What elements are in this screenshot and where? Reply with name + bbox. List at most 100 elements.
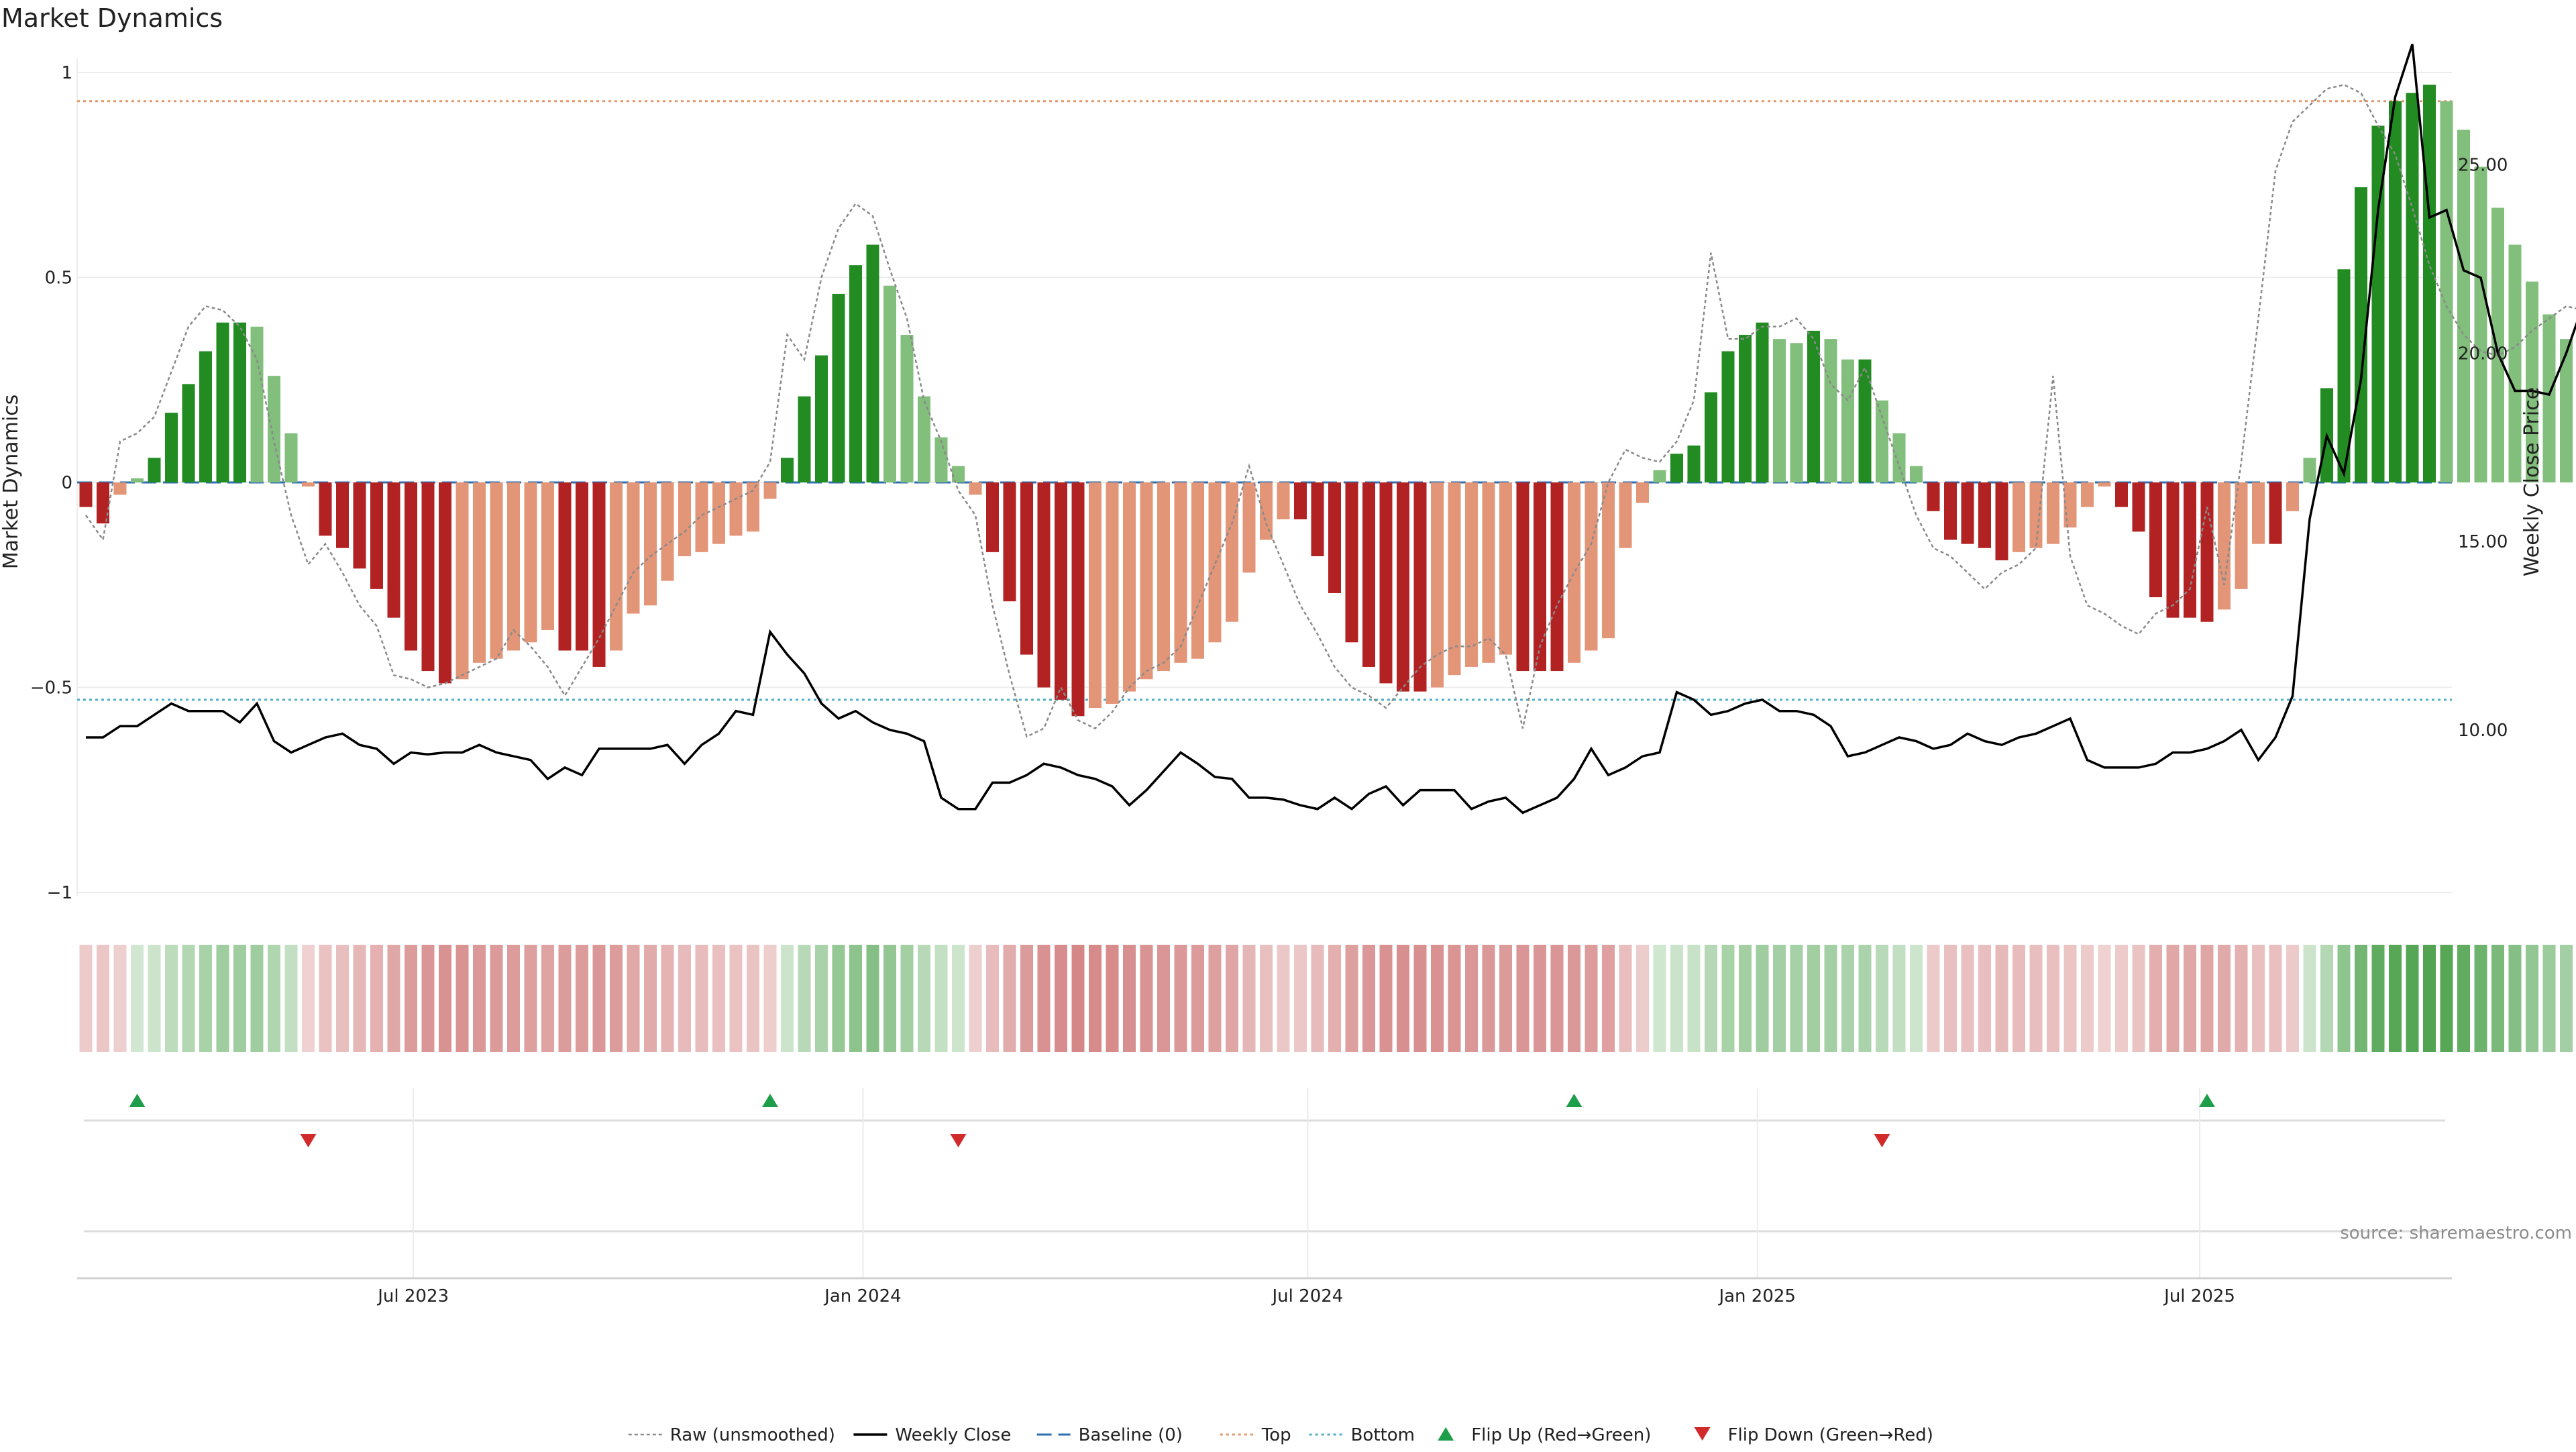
momentum-bar <box>319 482 332 535</box>
heat-cell <box>1004 945 1016 1052</box>
heat-cell <box>867 945 879 1052</box>
momentum-bar <box>2475 167 2487 482</box>
heat-cell <box>268 945 280 1052</box>
heat-cell <box>2372 945 2385 1052</box>
heat-cell <box>935 945 948 1052</box>
heat-cell <box>1328 945 1341 1052</box>
momentum-bar <box>730 482 743 535</box>
x-tick-label: Jul 2025 <box>2163 1286 2235 1306</box>
momentum-bar <box>490 482 503 659</box>
momentum-bar <box>1191 482 1204 659</box>
heat-cell <box>1568 945 1580 1052</box>
heat-cell <box>439 945 451 1052</box>
heat-cell <box>1431 945 1444 1052</box>
heat-strip <box>80 945 2576 1052</box>
heat-cell <box>1910 945 1923 1052</box>
legend-label: Flip Up (Red→Green) <box>1471 1425 1651 1445</box>
momentum-bar <box>507 482 520 651</box>
momentum-bar <box>2423 85 2436 482</box>
heat-cell <box>2440 945 2453 1052</box>
momentum-bar <box>2149 482 2162 597</box>
momentum-bar <box>593 482 606 667</box>
heat-cell <box>507 945 520 1052</box>
momentum-bar <box>2269 482 2282 544</box>
heat-cell <box>1705 945 1717 1052</box>
heat-cell <box>2115 945 2128 1052</box>
heat-cell <box>2269 945 2282 1052</box>
heat-cell <box>1534 945 1546 1052</box>
momentum-bar <box>439 482 451 683</box>
momentum-bar <box>405 482 417 651</box>
momentum-bar <box>2081 482 2094 507</box>
heat-cell <box>2475 945 2487 1052</box>
heat-cell <box>1927 945 1940 1052</box>
momentum-bar <box>849 265 862 482</box>
momentum-bar <box>1260 482 1273 540</box>
source-label: source: sharemaestro.com <box>2340 1223 2572 1243</box>
momentum-bar <box>1893 433 1906 482</box>
heat-cell <box>525 945 537 1052</box>
momentum-bar <box>781 458 794 482</box>
heat-cell <box>541 945 554 1052</box>
heat-cell <box>2543 945 2556 1052</box>
heat-cell <box>969 945 982 1052</box>
heat-cell <box>2218 945 2231 1052</box>
momentum-bar <box>336 482 349 548</box>
momentum-bar <box>165 413 178 482</box>
heat-cell <box>2355 945 2367 1052</box>
momentum-bar <box>2406 93 2419 482</box>
heat-cell <box>456 945 469 1052</box>
heat-cell <box>576 945 588 1052</box>
heat-cell <box>678 945 691 1052</box>
heat-cell <box>883 945 896 1052</box>
momentum-bar <box>217 323 229 482</box>
heat-cell <box>593 945 606 1052</box>
heat-cell <box>1602 945 1615 1052</box>
heat-cell <box>2252 945 2265 1052</box>
heat-cell <box>747 945 759 1052</box>
momentum-bar <box>302 482 315 486</box>
heat-cell <box>165 945 178 1052</box>
momentum-bar <box>1859 360 1872 482</box>
legend-label: Top <box>1261 1425 1291 1445</box>
momentum-bar <box>1089 482 1102 708</box>
momentum-bar <box>525 482 537 642</box>
heat-cell <box>1175 945 1187 1052</box>
heat-cell <box>405 945 417 1052</box>
momentum-bar <box>1910 466 1923 482</box>
heat-cell <box>285 945 298 1052</box>
heat-cell <box>302 945 315 1052</box>
heat-cell <box>422 945 435 1052</box>
momentum-bar <box>2440 101 2453 482</box>
momentum-bar <box>1705 393 1717 482</box>
flip-down-marker <box>301 1134 317 1147</box>
heat-cell <box>1654 945 1666 1052</box>
grid-lines <box>77 59 2452 896</box>
legend-label: Bottom <box>1351 1425 1415 1445</box>
heat-cell <box>1089 945 1102 1052</box>
momentum-bar <box>2304 458 2316 482</box>
heat-cell <box>1739 945 1752 1052</box>
heat-cell <box>610 945 623 1052</box>
heat-cell <box>490 945 503 1052</box>
momentum-bar <box>1807 331 1820 482</box>
momentum-bar <box>2509 245 2522 482</box>
heat-cell <box>1157 945 1170 1052</box>
momentum-bar <box>1243 482 1256 572</box>
momentum-bar <box>2115 482 2128 507</box>
y2-tick-label: 10.00 <box>2458 721 2508 741</box>
momentum-bar <box>1004 482 1016 601</box>
legend-flip-down-swatch <box>1695 1427 1711 1441</box>
heat-cell <box>1876 945 1888 1052</box>
momentum-bar <box>2184 482 2196 618</box>
momentum-bar <box>1517 482 1529 671</box>
momentum-bar <box>2389 101 2402 482</box>
heat-cell <box>1362 945 1375 1052</box>
heat-cell <box>114 945 127 1052</box>
momentum-bar <box>1414 482 1427 692</box>
heat-cell <box>1636 945 1649 1052</box>
momentum-bar <box>473 482 486 663</box>
